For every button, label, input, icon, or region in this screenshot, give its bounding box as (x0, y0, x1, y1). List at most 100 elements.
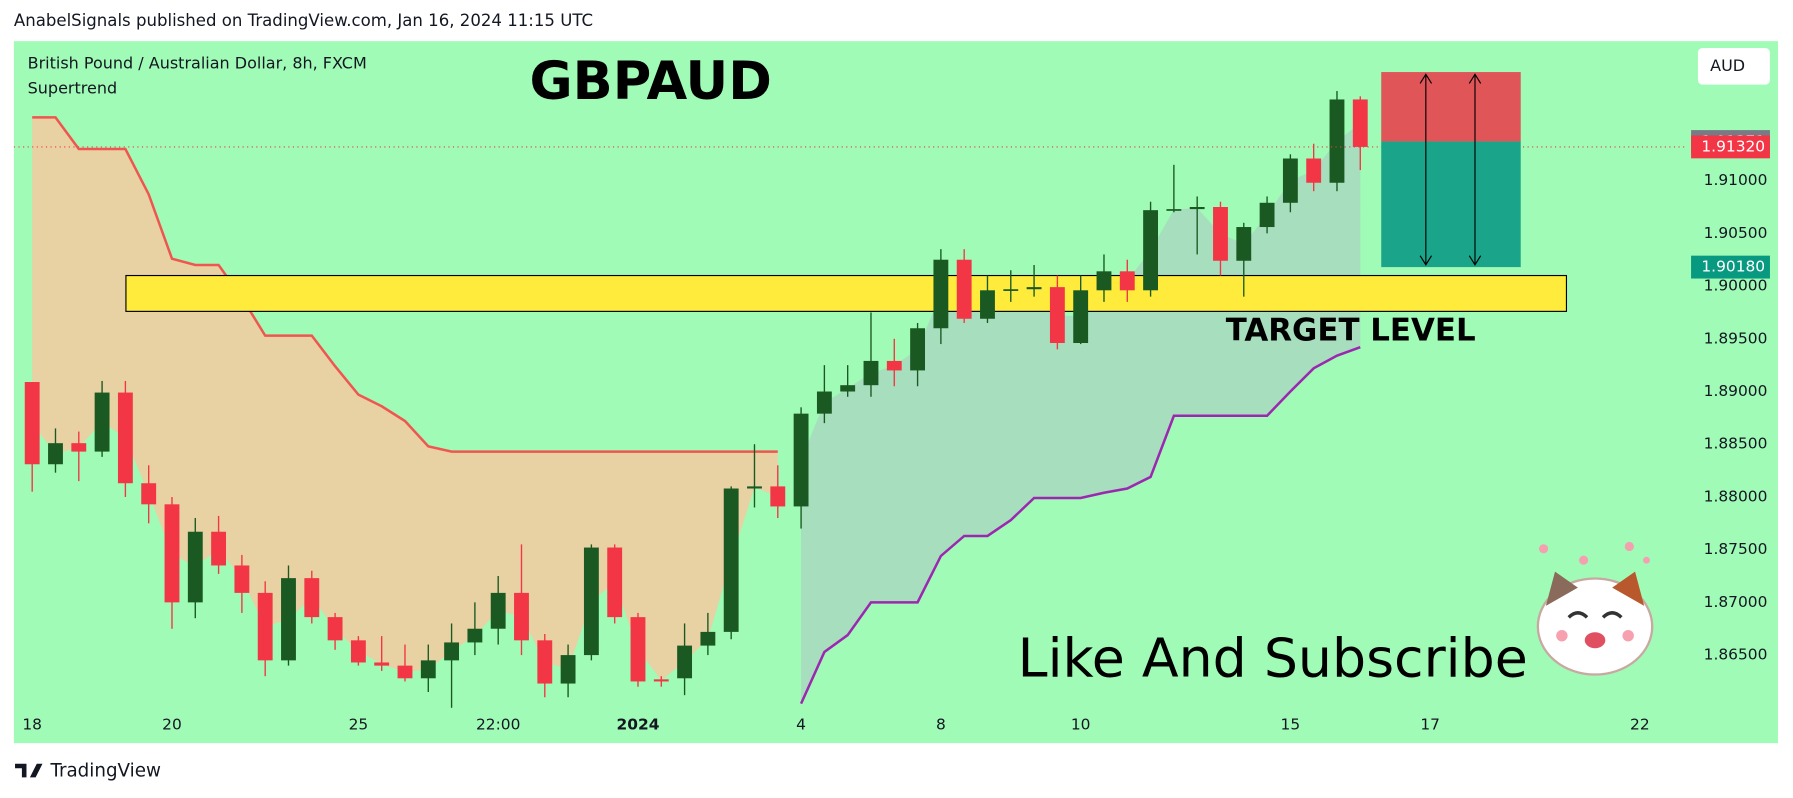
candle-body (490, 592, 506, 629)
candle-body (933, 259, 949, 329)
candle-body (94, 392, 110, 452)
candle-body (234, 565, 250, 593)
annotation: Like And Subscribe (1018, 627, 1528, 690)
candle-body (48, 443, 63, 465)
candle-body (117, 392, 133, 484)
candle-body (1003, 289, 1019, 291)
candle-body (793, 413, 809, 507)
candle-body (840, 385, 856, 392)
price-label: 1.91320 (1701, 137, 1765, 155)
candle-body (1352, 99, 1368, 147)
x-tick-label: 20 (162, 715, 182, 733)
x-tick-label: 22 (1630, 715, 1650, 733)
candle-body (560, 655, 576, 684)
candle-body (886, 360, 902, 371)
candle-body (1329, 99, 1345, 183)
candle-body (1189, 207, 1205, 210)
tradingview-logo: TradingView (15, 761, 161, 782)
target-zone (125, 274, 1568, 312)
price-label-bg (1691, 255, 1770, 279)
measure-arrow (1468, 73, 1482, 266)
reward-box (1381, 141, 1521, 268)
candle-body (141, 483, 157, 505)
price-label: 1.90180 (1701, 258, 1765, 276)
candle-body (281, 578, 296, 661)
x-tick-label: 10 (1071, 715, 1091, 733)
cat-sticker (1536, 541, 1654, 676)
price-label-bg (1691, 135, 1770, 159)
currency-button[interactable] (1697, 48, 1770, 85)
candle-body (420, 660, 436, 679)
candle-body (747, 486, 762, 489)
supertrend-line (799, 346, 1361, 705)
zone-label: TARGET LEVEL (1226, 312, 1476, 348)
y-tick-label: 1.89500 (1704, 329, 1768, 347)
candle-body (607, 547, 623, 618)
candle-body (1236, 227, 1252, 261)
candle-body (1306, 158, 1322, 183)
x-tick-label: 18 (22, 715, 42, 733)
candle-body (1143, 210, 1159, 291)
y-tick-label: 1.88000 (1704, 487, 1768, 505)
candle-body (1282, 158, 1298, 203)
currency-label[interactable]: AUD (1710, 56, 1745, 75)
y-tick-label: 1.87000 (1704, 593, 1768, 611)
candle-body (677, 645, 693, 679)
candle-body (537, 640, 553, 684)
candle-body (653, 679, 669, 682)
publisher-header: AnabelSignals published on TradingView.c… (14, 11, 593, 30)
candle-body (71, 443, 87, 452)
candle-body (980, 290, 995, 319)
candle-body (816, 391, 832, 414)
candle-body (583, 547, 599, 656)
candle-body (723, 488, 739, 632)
candle-body (187, 531, 203, 603)
x-tick-label: 8 (936, 715, 946, 733)
supertrend-line (32, 116, 778, 453)
candle-body (1026, 287, 1042, 290)
candle-body (164, 504, 180, 603)
candle-body (770, 486, 786, 507)
measure-arrow (1419, 73, 1433, 266)
candle-body (1073, 290, 1089, 344)
candle-body (1049, 287, 1065, 344)
indicator-label: Supertrend (28, 79, 118, 98)
x-tick-label: 25 (349, 715, 369, 733)
candle-body (700, 631, 716, 646)
candle-body (374, 662, 390, 666)
footer-brand: TradingView (49, 761, 161, 782)
candle-body (630, 617, 646, 682)
y-tick-label: 1.90500 (1704, 224, 1768, 242)
y-tick-label: 1.90000 (1704, 277, 1768, 295)
x-tick-label: 17 (1420, 715, 1440, 733)
y-tick-label: 1.86500 (1704, 646, 1768, 664)
candle-body (257, 592, 273, 661)
candle-body (350, 640, 366, 663)
candle-body (1119, 271, 1135, 291)
x-tick-label: 2024 (617, 715, 660, 733)
candle-body (24, 382, 40, 465)
candle-body (863, 360, 879, 386)
x-tick-label: 4 (796, 715, 806, 733)
candle-body (1096, 271, 1112, 291)
candle-body (397, 665, 413, 679)
candle-body (304, 578, 320, 618)
candle-body (467, 628, 483, 643)
candle-body (1166, 209, 1182, 211)
candle-body (327, 617, 343, 641)
y-tick-label: 1.91000 (1704, 171, 1768, 189)
y-tick-label: 1.87500 (1704, 540, 1768, 558)
candle-body (444, 642, 460, 661)
y-tick-label: 1.89000 (1704, 382, 1768, 400)
x-tick-label: 15 (1281, 715, 1301, 733)
y-tick-label: 1.88500 (1704, 435, 1768, 453)
candle-body (956, 259, 972, 319)
risk-box (1381, 72, 1521, 142)
candle-body (910, 328, 926, 371)
chart-title: GBPAUD (530, 51, 772, 112)
x-tick-label: 22:00 (476, 715, 520, 733)
candle-body (1213, 207, 1228, 261)
symbol-label: British Pound / Australian Dollar, 8h, F… (28, 54, 367, 73)
